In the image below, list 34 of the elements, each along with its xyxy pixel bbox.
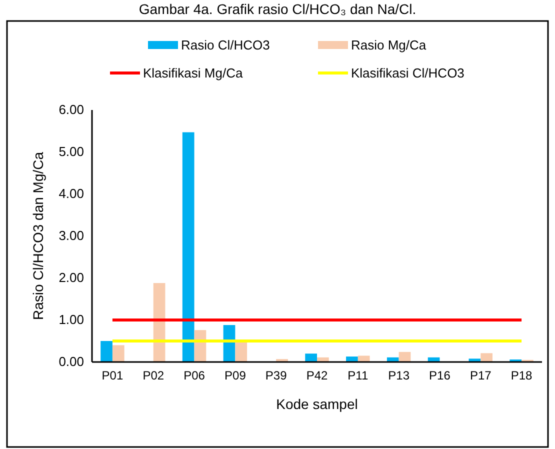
bar — [480, 353, 492, 362]
x-tick-label: P39 — [265, 368, 288, 383]
x-tick-label: P17 — [470, 368, 492, 383]
bar — [305, 354, 317, 362]
y-tick-label: 0.00 — [58, 354, 84, 370]
x-tick-label: P09 — [224, 368, 246, 383]
legend-label: Klasifikasi Mg/Ca — [143, 66, 244, 80]
x-tick-label: P42 — [306, 368, 328, 383]
y-tick-label: 3.00 — [58, 228, 84, 244]
legend-label: Rasio Cl/HCO3 — [181, 38, 270, 52]
x-tick-label: P06 — [184, 368, 206, 383]
bar — [182, 132, 194, 362]
bar — [346, 356, 358, 362]
y-tick-label: 5.00 — [58, 144, 84, 160]
chart-title: Gambar 4a. Grafik rasio Cl/HCO₃ dan Na/Cl. — [138, 1, 416, 17]
y-tick-label: 4.00 — [58, 186, 84, 202]
legend-label: Rasio Mg/Ca — [351, 38, 427, 52]
x-tick-label: P13 — [388, 368, 410, 383]
x-axis-title: Kode sampel — [276, 396, 358, 412]
bar — [112, 345, 124, 362]
x-tick-label: P18 — [510, 368, 533, 383]
y-tick-label: 6.00 — [58, 102, 84, 118]
bar — [100, 341, 112, 362]
x-tick-label: P16 — [429, 368, 451, 383]
x-tick-label: P11 — [348, 368, 368, 383]
x-tick-label: P02 — [142, 368, 164, 383]
y-tick-label: 1.00 — [58, 312, 84, 328]
y-tick-label: 2.00 — [58, 270, 84, 286]
legend-label: Klasifikasi Cl/HCO3 — [351, 66, 464, 80]
y-axis-title: Rasio Cl/HCO3 dan Mg/Ca — [30, 152, 46, 320]
bar — [235, 341, 248, 362]
x-tick-label: P01 — [102, 368, 124, 383]
bar — [358, 356, 370, 362]
bar — [398, 352, 411, 362]
